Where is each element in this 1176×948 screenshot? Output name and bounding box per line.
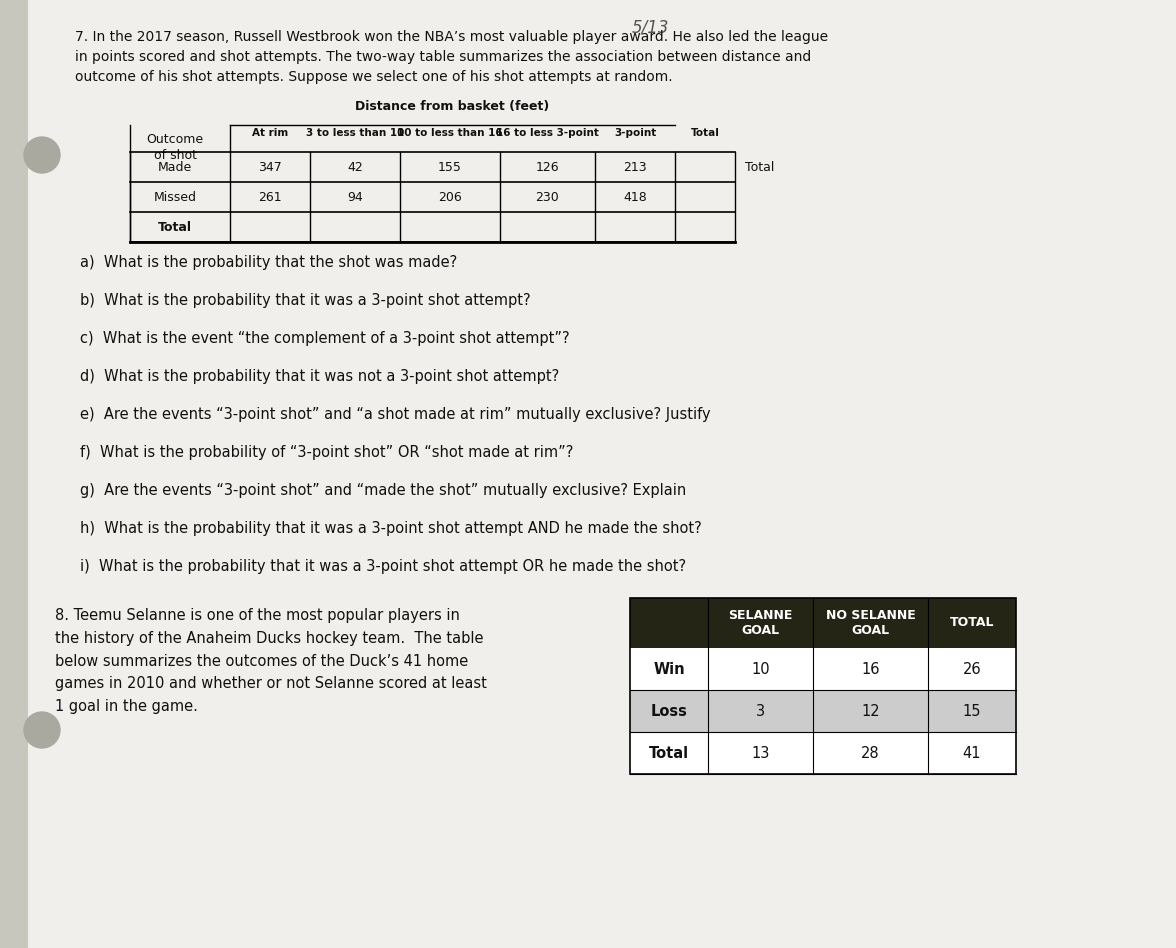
Text: 94: 94	[347, 191, 363, 204]
Text: At rim: At rim	[252, 128, 288, 138]
Text: 126: 126	[536, 160, 560, 173]
Text: 10 to less than 16: 10 to less than 16	[397, 128, 503, 138]
Text: 42: 42	[347, 160, 363, 173]
Text: h)  What is the probability that it was a 3-point shot attempt AND he made the s: h) What is the probability that it was a…	[80, 521, 702, 536]
Circle shape	[24, 137, 60, 173]
Text: 418: 418	[623, 191, 647, 204]
Text: b)  What is the probability that it was a 3-point shot attempt?: b) What is the probability that it was a…	[80, 293, 530, 308]
Text: 261: 261	[259, 191, 282, 204]
Text: i)  What is the probability that it was a 3-point shot attempt OR he made the sh: i) What is the probability that it was a…	[80, 559, 686, 574]
Text: 28: 28	[861, 745, 880, 760]
Text: 10: 10	[751, 662, 770, 677]
Text: g)  Are the events “3-point shot” and “made the shot” mutually exclusive? Explai: g) Are the events “3-point shot” and “ma…	[80, 483, 687, 498]
Text: 41: 41	[963, 745, 981, 760]
Text: Outcome
of shot: Outcome of shot	[147, 133, 203, 162]
Text: SELANNE
GOAL: SELANNE GOAL	[728, 609, 793, 637]
Text: Distance from basket (feet): Distance from basket (feet)	[355, 100, 549, 113]
Text: outcome of his shot attempts. Suppose we select one of his shot attempts at rand: outcome of his shot attempts. Suppose we…	[75, 70, 673, 84]
Text: 3: 3	[756, 703, 766, 719]
Text: d)  What is the probability that it was not a 3-point shot attempt?: d) What is the probability that it was n…	[80, 369, 560, 384]
Text: in points scored and shot attempts. The two-way table summarizes the association: in points scored and shot attempts. The …	[75, 50, 811, 64]
Text: f)  What is the probability of “3-point shot” OR “shot made at rim”?: f) What is the probability of “3-point s…	[80, 445, 574, 460]
Text: 213: 213	[623, 160, 647, 173]
Text: Total: Total	[649, 745, 689, 760]
FancyBboxPatch shape	[630, 648, 1016, 690]
Text: 12: 12	[861, 703, 880, 719]
FancyBboxPatch shape	[28, 0, 1176, 948]
Text: e)  Are the events “3-point shot” and “a shot made at rim” mutually exclusive? J: e) Are the events “3-point shot” and “a …	[80, 407, 710, 422]
FancyBboxPatch shape	[630, 732, 1016, 774]
Text: 155: 155	[439, 160, 462, 173]
Text: Total: Total	[690, 128, 720, 138]
Text: 5/13: 5/13	[632, 18, 669, 36]
Text: TOTAL: TOTAL	[950, 616, 994, 629]
Text: 13: 13	[751, 745, 769, 760]
Text: 16 to less 3-point: 16 to less 3-point	[496, 128, 599, 138]
FancyBboxPatch shape	[630, 598, 1016, 648]
Text: Missed: Missed	[154, 191, 196, 204]
Circle shape	[24, 712, 60, 748]
Text: 206: 206	[439, 191, 462, 204]
Text: Loss: Loss	[650, 703, 688, 719]
Text: 26: 26	[963, 662, 981, 677]
Text: c)  What is the event “the complement of a 3-point shot attempt”?: c) What is the event “the complement of …	[80, 331, 569, 346]
Text: 16: 16	[861, 662, 880, 677]
Text: 347: 347	[258, 160, 282, 173]
FancyBboxPatch shape	[630, 690, 1016, 732]
Text: Total: Total	[158, 221, 192, 233]
Text: 3 to less than 10: 3 to less than 10	[306, 128, 405, 138]
Text: 15: 15	[963, 703, 981, 719]
Text: Made: Made	[158, 160, 192, 173]
Text: Total: Total	[746, 160, 774, 173]
Text: 7. In the 2017 season, Russell Westbrook won the NBA’s most valuable player awar: 7. In the 2017 season, Russell Westbrook…	[75, 30, 828, 44]
Text: 3-point: 3-point	[614, 128, 656, 138]
Text: 230: 230	[535, 191, 560, 204]
Text: 8. Teemu Selanne is one of the most popular players in
the history of the Anahei: 8. Teemu Selanne is one of the most popu…	[55, 608, 487, 714]
Text: NO SELANNE
GOAL: NO SELANNE GOAL	[826, 609, 915, 637]
Text: Win: Win	[653, 662, 684, 677]
Text: a)  What is the probability that the shot was made?: a) What is the probability that the shot…	[80, 255, 457, 270]
